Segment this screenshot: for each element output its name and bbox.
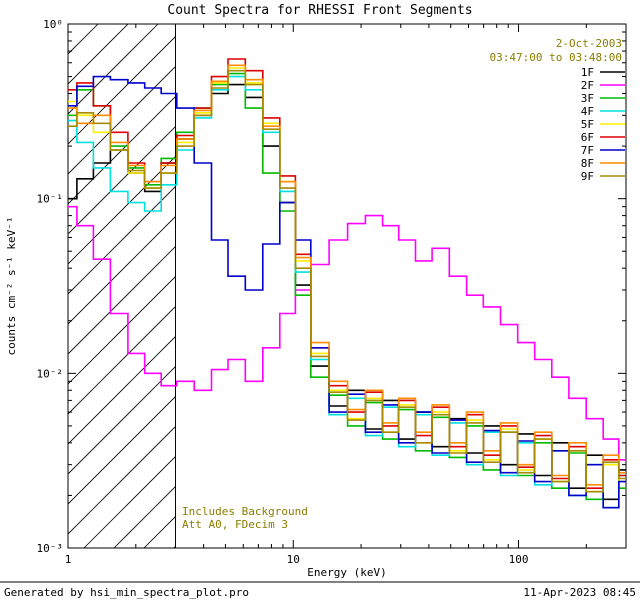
legend-label-8F: 8F <box>581 157 594 170</box>
series-2F <box>68 205 626 461</box>
plot-area: 1 10 100 10⁰ 10⁻¹ 10⁻² 10⁻³ <box>37 18 627 566</box>
y-tick-label: 10⁰ <box>43 18 63 31</box>
legend-label-4F: 4F <box>581 105 594 118</box>
annotation-includes-background: Includes Background <box>182 505 308 518</box>
x-tick-label: 100 <box>509 553 529 566</box>
y-axis-label: counts cm⁻² s⁻¹ keV⁻¹ <box>5 216 18 355</box>
footer-timestamp: 11-Apr-2023 08:45 <box>523 586 636 599</box>
x-axis-label: Energy (keV) <box>307 566 386 579</box>
legend-label-9F: 9F <box>581 170 594 183</box>
legend-label-3F: 3F <box>581 92 594 105</box>
axes: 1 10 100 10⁰ 10⁻¹ 10⁻² 10⁻³ <box>37 18 627 566</box>
hatch-region <box>68 24 176 548</box>
x-tick-label: 10 <box>287 553 300 566</box>
footer-generator-text: Generated by hsi_min_spectra_plot.pro <box>4 586 249 599</box>
y-tick-label: 10⁻¹ <box>37 193 64 206</box>
series-9F <box>68 69 626 493</box>
legend-label-1F: 1F <box>581 66 594 79</box>
x-tick-label: 1 <box>65 553 72 566</box>
legend-label-5F: 5F <box>581 118 594 131</box>
legend: 2-Oct-2003 03:47:00 to 03:48:00 1F2F3F4F… <box>490 37 625 183</box>
chart-title: Count Spectra for RHESSI Front Segments <box>167 3 472 18</box>
legend-label-7F: 7F <box>581 144 594 157</box>
legend-date: 2-Oct-2003 <box>556 37 622 50</box>
series-5F <box>68 67 626 493</box>
series-lines <box>68 58 626 509</box>
legend-time: 03:47:00 to 03:48:00 <box>490 51 622 64</box>
legend-label-6F: 6F <box>581 131 594 144</box>
y-tick-label: 10⁻³ <box>37 542 64 555</box>
series-1F <box>68 83 626 501</box>
legend-label-2F: 2F <box>581 79 594 92</box>
y-tick-label: 10⁻² <box>37 367 64 380</box>
annotations: Includes Background Att A0, FDecim 3 <box>182 505 308 531</box>
annotation-attenuator-state: Att A0, FDecim 3 <box>182 518 288 531</box>
